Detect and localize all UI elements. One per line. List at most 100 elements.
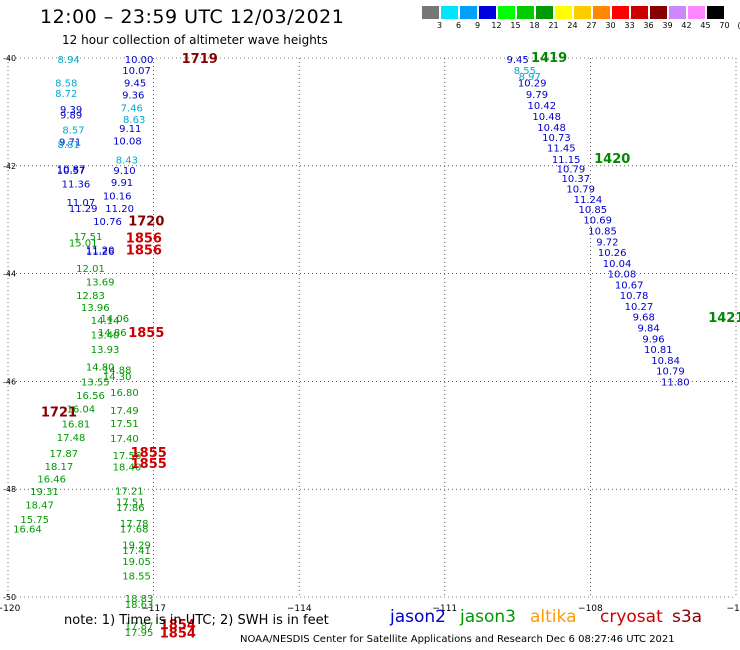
data-point-label: 9.84 (638, 324, 660, 335)
data-point-label: 10.16 (103, 191, 132, 202)
y-tick-label: -48 (3, 485, 16, 494)
data-point-label: 16.64 (13, 525, 42, 536)
data-point-label: 15.01 (69, 238, 98, 249)
data-point-label: 17.87 (125, 622, 154, 633)
data-point-label: 14.30 (103, 372, 132, 383)
data-point-label: 17.51 (74, 232, 103, 243)
scale-label: 9 (474, 21, 481, 30)
data-point-label: 13.55 (81, 377, 110, 388)
data-point-label: 10.48 (532, 112, 561, 123)
scale-label: 45 (700, 21, 711, 30)
data-point-label: 17.78 (120, 519, 149, 530)
data-point-label: 1854 (160, 618, 196, 633)
data-point-label: 10.79 (566, 184, 595, 195)
scale-swatch (650, 6, 667, 19)
data-point-label: 1856 (126, 243, 162, 258)
data-point-label: 10.69 (583, 216, 612, 227)
data-point-label: 1719 (182, 52, 218, 67)
data-point-label: 17.56 (113, 451, 142, 462)
data-point-label: 9.45 (124, 78, 146, 89)
data-point-label: 10.08 (608, 270, 637, 281)
data-point-label: 1856 (126, 232, 162, 247)
x-tick-label: −111 (432, 604, 457, 614)
data-point-label: 9.10 (113, 166, 135, 177)
data-point-label: 17.86 (116, 503, 145, 514)
data-point-label: 1721 (41, 406, 77, 421)
data-point-label: 10.78 (620, 291, 649, 302)
data-point-label: 8.97 (519, 72, 541, 83)
data-point-label: 17.41 (122, 546, 151, 557)
x-tick-label: −114 (287, 604, 312, 614)
data-point-label: 16.56 (76, 391, 105, 402)
data-point-label: 8.55 (514, 66, 536, 77)
data-point-label: 7.46 (121, 104, 143, 115)
data-point-label: 1854 (160, 627, 196, 642)
data-point-label: 9.91 (111, 178, 133, 189)
data-point-label: 13.40 (91, 331, 120, 342)
data-point-label: 10.79 (656, 367, 685, 378)
data-point-label: 11.26 (86, 247, 115, 258)
data-point-label: 16.81 (62, 419, 91, 430)
data-point-label: 11.36 (62, 180, 91, 191)
scale-swatch (631, 6, 648, 19)
satellite-legend-s3a: s3a (672, 607, 703, 627)
scale-swatch (479, 6, 496, 19)
data-point-label: 1421 (708, 311, 740, 326)
data-point-label: 8.63 (123, 115, 145, 126)
note-text: note: 1) Time is in UTC; 2) SWH is in fe… (64, 613, 329, 628)
footer-credit: NOAA/NESDIS Center for Satellite Applica… (240, 634, 675, 645)
x-tick-label: −108 (578, 604, 603, 614)
scale-label: 18 (529, 21, 540, 30)
data-point-label: 9.71 (59, 138, 81, 149)
data-point-label: 14.80 (86, 362, 115, 373)
data-point-label: 8.43 (116, 155, 138, 166)
scale-swatch (707, 6, 724, 19)
y-tick-label: -46 (3, 377, 16, 386)
data-point-label: 8.72 (55, 89, 77, 100)
data-point-label: 1420 (594, 152, 630, 167)
scale-swatch (612, 6, 629, 19)
data-point-label: 11.80 (661, 377, 690, 388)
data-point-label: 10.27 (625, 302, 654, 313)
data-point-label: 10.73 (542, 133, 571, 144)
data-point-label: 11.20 (105, 204, 134, 215)
scale-swatch (517, 6, 534, 19)
scale-swatch (460, 6, 477, 19)
data-point-label: 12.83 (76, 291, 105, 302)
data-point-label: 10.87 (57, 164, 86, 175)
data-point-label: 8.57 (62, 126, 84, 137)
scale-label: 24 (567, 21, 578, 30)
satellite-legend-altika: altika (530, 607, 577, 627)
data-point-label: 19.31 (30, 487, 59, 498)
data-point-label: 1720 (128, 214, 164, 229)
scale-swatch (593, 6, 610, 19)
data-point-label: 9.79 (526, 90, 548, 101)
data-point-label: 10.85 (588, 226, 617, 237)
data-point-label: 14.88 (103, 366, 132, 377)
y-tick-label: -40 (3, 54, 16, 63)
data-point-label: 10.07 (122, 66, 151, 77)
satellite-legend-cryosat: cryosat (600, 607, 663, 627)
scale-label: 33 (624, 21, 635, 30)
data-point-label: 17.68 (120, 525, 149, 536)
data-point-label: 9.68 (633, 313, 655, 324)
satellite-legend-jason3: jason3 (460, 607, 516, 627)
scale-swatch (422, 6, 439, 19)
data-point-label: 10.48 (537, 123, 566, 134)
data-point-label: 1855 (131, 446, 167, 461)
scale-label: 42 (681, 21, 692, 30)
scale-label: 36 (643, 21, 654, 30)
data-point-label: 10.37 (562, 174, 591, 185)
data-point-label: 16.46 (37, 474, 66, 485)
data-point-label: 11.29 (69, 204, 98, 215)
scale-label: 70 (719, 21, 730, 30)
data-point-label: 17.40 (110, 434, 139, 445)
data-point-label: 10.29 (518, 78, 547, 89)
scale-swatch (688, 6, 705, 19)
data-point-label: 14.06 (100, 314, 129, 325)
data-point-label: 15.75 (20, 515, 49, 526)
data-point-label: 10.08 (113, 136, 142, 147)
data-point-label: 14.86 (98, 328, 127, 339)
scale-swatch (555, 6, 572, 19)
